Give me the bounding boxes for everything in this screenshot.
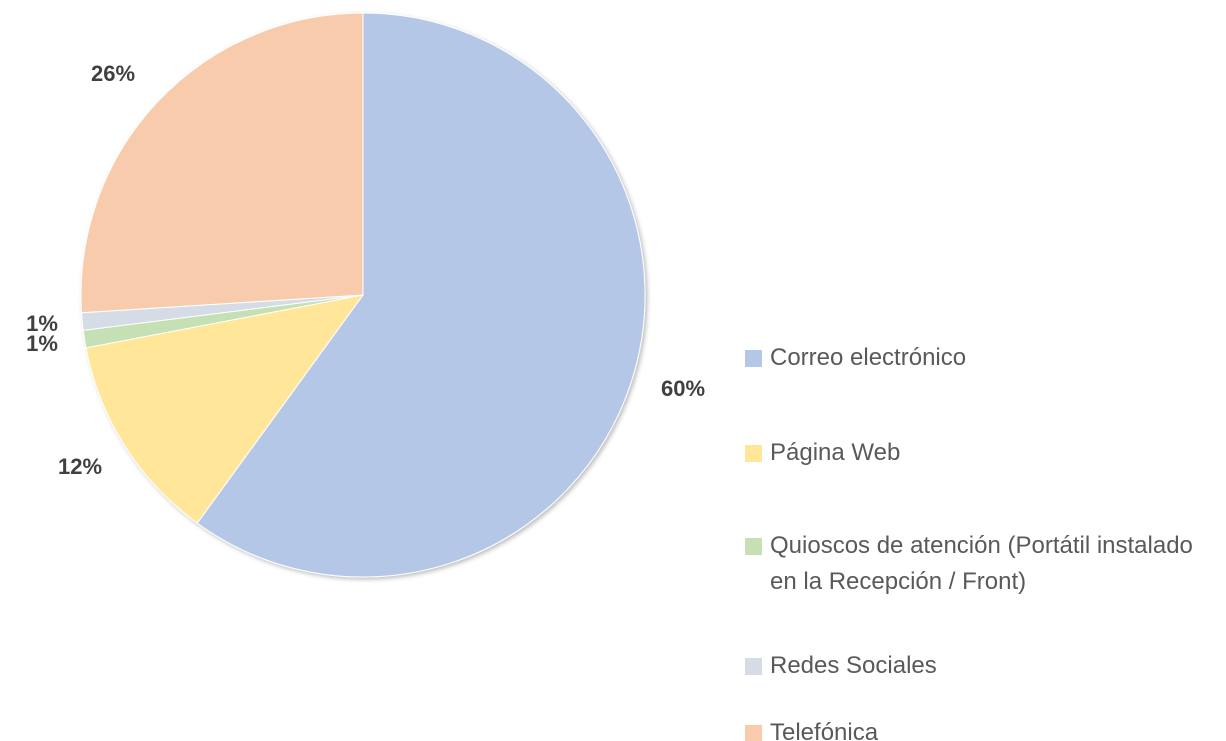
legend-item: Página Web [745,435,1215,471]
data-label: 1% [26,311,58,336]
legend-label: Correo electrónico [770,344,967,371]
legend-label: Telefónica [770,719,879,741]
data-label: 1% [26,331,58,356]
pie-slice [196,12,646,578]
legend-label: Redes Sociales [770,652,937,679]
legend-item: Correo electrónico [745,340,1215,376]
pie-slice [80,12,364,314]
legend-swatch [745,538,762,555]
legend-item: Telefónica [745,715,1215,741]
pie-slice [85,294,365,524]
legend-item: Quioscos de atención (Portátil instalado… [745,528,1215,600]
data-label: 60% [661,376,705,401]
legend-swatch [745,350,762,367]
legend-swatch [745,725,762,741]
legend-label: Página Web [770,439,901,466]
legend-swatch [745,658,762,675]
legend-item: Redes Sociales [745,648,1215,684]
legend-label: Quioscos de atención (Portátil instalado… [770,532,1193,595]
data-label: 12% [58,454,102,479]
legend-swatch [745,445,762,462]
data-label: 26% [91,61,135,86]
